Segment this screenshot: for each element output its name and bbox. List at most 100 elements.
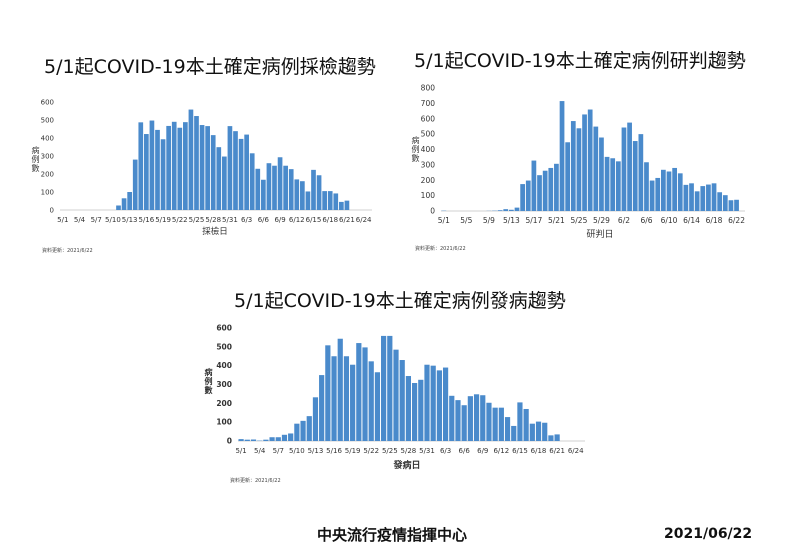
y-tick-label: 800 <box>421 84 436 93</box>
bar <box>461 405 467 441</box>
bar <box>250 439 257 441</box>
bar <box>473 394 480 441</box>
source-note: 資料更新：2021/6/22 <box>230 477 281 484</box>
x-tick-label: 5/13 <box>122 216 138 224</box>
bar <box>672 167 677 211</box>
confirmation-chart: 0 100 200 300 400 500 600 700 800 5/1 5/5 5/9 5/13 5/… <box>415 84 745 253</box>
y-tick-label: 600 <box>421 114 436 123</box>
x-tick-label: 6/9 <box>477 447 488 455</box>
bar <box>535 421 542 441</box>
bar <box>288 169 294 210</box>
bar <box>322 191 327 210</box>
bar <box>449 395 455 441</box>
x-tick-label: 5/10 <box>105 216 121 224</box>
bar <box>166 125 171 210</box>
bar <box>418 379 424 441</box>
x-tick-label: 6/18 <box>706 216 723 225</box>
bar <box>655 177 661 211</box>
bar <box>503 209 509 211</box>
y-tick-label: 300 <box>421 160 436 169</box>
bar <box>387 335 393 441</box>
bar <box>694 191 700 211</box>
x-tick-label: 6/15 <box>512 447 528 455</box>
bar <box>537 175 542 211</box>
bar <box>632 141 638 211</box>
x-tick-label: 5/13 <box>308 447 324 455</box>
x-tick-label: 6/9 <box>274 216 285 224</box>
bar <box>205 126 210 210</box>
bar <box>183 122 188 210</box>
bar <box>442 367 449 441</box>
x-axis-title: 研判日 <box>586 228 613 240</box>
x-tick-label: 5/31 <box>222 216 238 224</box>
bar <box>689 183 694 211</box>
bar <box>666 171 672 211</box>
bar <box>138 122 144 210</box>
bar <box>222 156 227 210</box>
bar <box>711 183 717 211</box>
bar <box>523 408 529 441</box>
bar <box>627 122 632 211</box>
x-tick-label: 6/21 <box>339 216 355 224</box>
bar <box>677 173 683 211</box>
bar <box>599 137 604 211</box>
bar <box>498 407 504 441</box>
bar <box>316 175 322 210</box>
bar <box>638 134 644 211</box>
bar <box>238 439 244 441</box>
bar <box>261 179 266 210</box>
bar <box>554 163 559 211</box>
x-tick-label: 5/5 <box>460 216 472 225</box>
bar <box>570 121 576 211</box>
onset-chart: 0 100 200 300 400 500 600 5/1 5/4 5/7 5/10 5/13 5/16… <box>216 324 585 484</box>
y-tick-label: 500 <box>216 342 232 351</box>
bar <box>266 163 272 210</box>
bar <box>255 168 261 210</box>
bar <box>621 127 627 211</box>
bar <box>604 156 610 211</box>
bar <box>582 114 587 211</box>
bar <box>381 335 387 441</box>
bar <box>160 139 166 210</box>
bar <box>281 434 288 441</box>
x-tick-label: 5/17 <box>525 216 542 225</box>
bar <box>548 435 554 441</box>
y-tick-label: 100 <box>216 418 232 427</box>
x-tick-label: 5/1 <box>438 216 450 225</box>
bar <box>362 347 368 441</box>
x-tick-label: 5/29 <box>593 216 610 225</box>
bar <box>263 439 269 441</box>
bar <box>399 360 405 441</box>
bar <box>194 116 199 210</box>
y-tick-label: 400 <box>216 361 232 370</box>
bar <box>593 126 599 211</box>
bar <box>331 356 337 441</box>
x-tick-label: 5/9 <box>483 216 495 225</box>
bar <box>344 200 350 210</box>
bar <box>177 127 183 210</box>
footer-date: 2021/06/22 <box>664 526 753 542</box>
bar <box>722 195 728 211</box>
x-tick-label: 5/1 <box>235 447 246 455</box>
source-note: 資料更新：2021/6/22 <box>415 245 466 252</box>
x-tick-label: 6/12 <box>493 447 509 455</box>
x-tick-label: 5/28 <box>401 447 417 455</box>
bar <box>374 372 381 441</box>
x-tick-label: 5/22 <box>172 216 188 224</box>
y-axis-title-confirmation: 病例數 <box>411 136 420 163</box>
bar <box>132 159 138 210</box>
bar <box>283 165 288 210</box>
bar <box>327 191 333 210</box>
bar <box>306 416 312 441</box>
x-tick-label: 6/18 <box>322 216 338 224</box>
y-tick-label: 400 <box>41 135 54 143</box>
bar <box>517 402 523 441</box>
bar <box>269 437 275 441</box>
x-axis-title: 採檢日 <box>202 226 228 237</box>
x-tick-label: 5/4 <box>74 216 86 224</box>
bar <box>480 395 486 441</box>
bar <box>216 147 222 210</box>
bar <box>554 434 560 441</box>
y-tick-label: 600 <box>41 99 54 107</box>
